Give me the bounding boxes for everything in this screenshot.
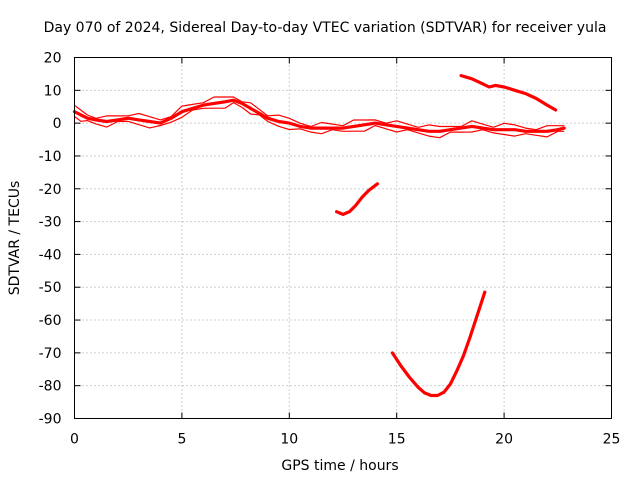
axis-ticks <box>74 57 612 419</box>
y-tick-label: -10 <box>39 149 62 165</box>
plot-frame <box>74 57 612 419</box>
series-main-band <box>72 98 566 133</box>
x-tick-label: 25 <box>603 432 621 448</box>
tick-labels: 0 5 10 15 20 25 20 10 0 -10 -20 -30 -40 -50 -60 -70 -80 -… <box>39 51 621 448</box>
y-tick-label: -50 <box>39 280 62 296</box>
chart-title: Day 070 of 2024, Sidereal Day-to-day VTE… <box>44 20 607 36</box>
y-axis-title: SDTVAR / TECUs <box>7 181 23 296</box>
y-tick-label: -40 <box>39 247 62 263</box>
x-tick-label: 5 <box>177 432 186 448</box>
y-tick-label: -20 <box>39 182 62 198</box>
y-tick-label: -90 <box>39 412 62 428</box>
x-tick-label: 15 <box>388 432 406 448</box>
series-main-band-spread <box>74 102 565 139</box>
y-tick-label: -60 <box>39 313 62 329</box>
x-tick-label: 20 <box>495 432 513 448</box>
y-tick-label: 20 <box>44 51 62 67</box>
series-main-band-spread <box>74 96 565 131</box>
y-tick-label: -80 <box>39 379 62 395</box>
plot-series <box>72 74 566 398</box>
series-deep-arc <box>390 290 487 398</box>
y-tick-label: 10 <box>44 83 62 99</box>
series-mid-arc <box>335 182 379 216</box>
x-axis-title: GPS time / hours <box>281 458 398 474</box>
y-tick-label: -70 <box>39 346 62 362</box>
x-tick-label: 10 <box>280 432 298 448</box>
grid <box>74 57 612 419</box>
y-tick-label: 0 <box>53 116 62 132</box>
x-tick-label: 0 <box>70 432 79 448</box>
series-upper-right-arc <box>459 74 558 112</box>
y-tick-label: -30 <box>39 215 62 231</box>
